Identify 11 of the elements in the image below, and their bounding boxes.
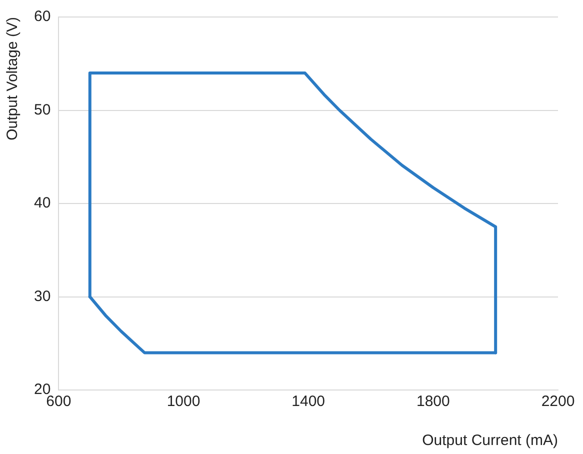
y-tick-label: 30 bbox=[34, 288, 51, 305]
y-tick-label: 40 bbox=[34, 194, 51, 212]
y-axis-title: Output Voltage (V) bbox=[4, 16, 22, 140]
x-tick-label: 1000 bbox=[166, 393, 200, 410]
y-tick-label: 60 bbox=[34, 8, 51, 26]
x-axis-title: Output Current (mA) bbox=[422, 432, 558, 450]
y-tick-label: 50 bbox=[34, 101, 51, 118]
x-tick-label: 1400 bbox=[292, 393, 326, 410]
x-tick-label: 600 bbox=[46, 393, 72, 410]
x-tick-label: 1800 bbox=[416, 393, 450, 410]
x-tick-label: 2200 bbox=[541, 393, 575, 410]
